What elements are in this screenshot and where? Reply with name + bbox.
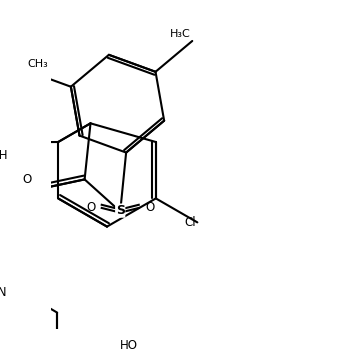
Text: CH₃: CH₃	[28, 58, 48, 69]
Text: O: O	[86, 201, 96, 214]
Text: Cl: Cl	[184, 216, 195, 229]
Text: HO: HO	[120, 339, 138, 352]
Text: H₃C: H₃C	[170, 29, 190, 39]
Text: O: O	[23, 174, 32, 187]
Text: S: S	[116, 204, 125, 217]
Text: NH: NH	[0, 149, 8, 162]
Text: HN: HN	[0, 286, 8, 299]
Text: O: O	[145, 201, 154, 214]
